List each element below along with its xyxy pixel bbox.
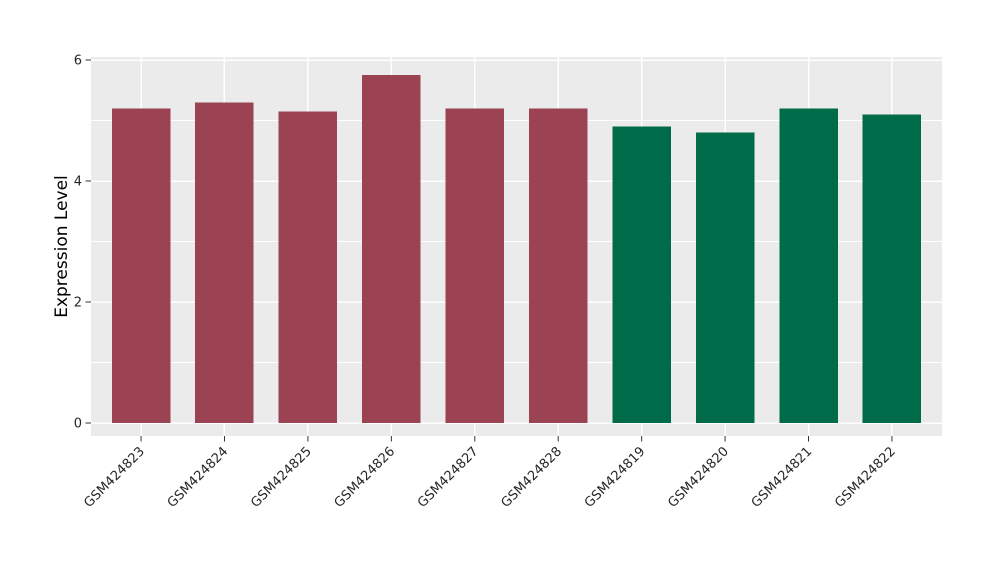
bar	[612, 126, 671, 424]
x-tick-label: GSM424822	[832, 444, 899, 511]
bar	[111, 108, 171, 424]
bar	[695, 132, 755, 423]
bar	[278, 111, 338, 424]
y-tick-label: 6	[74, 54, 82, 69]
x-tick-label: GSM424828	[498, 444, 565, 511]
x-tick-label: GSM424825	[248, 444, 315, 511]
bar	[362, 75, 421, 423]
bar	[779, 108, 838, 424]
y-tick-label: 2	[74, 296, 82, 311]
y-tick-label: 0	[74, 417, 82, 432]
x-tick-label: GSM424826	[332, 444, 399, 511]
x-tick-label: GSM424823	[81, 444, 148, 511]
x-tick-label: GSM424827	[415, 444, 482, 511]
x-tick-label: GSM424824	[165, 444, 232, 511]
bar	[445, 108, 505, 424]
x-tick-label: GSM424821	[749, 444, 816, 511]
y-tick-label: 4	[74, 175, 82, 190]
bar	[862, 114, 922, 423]
bar	[195, 102, 254, 423]
x-tick-label: GSM424820	[665, 444, 732, 511]
y-axis-label: Expression Level	[52, 175, 72, 318]
bar	[528, 108, 588, 424]
x-tick-label: GSM424819	[582, 444, 649, 511]
